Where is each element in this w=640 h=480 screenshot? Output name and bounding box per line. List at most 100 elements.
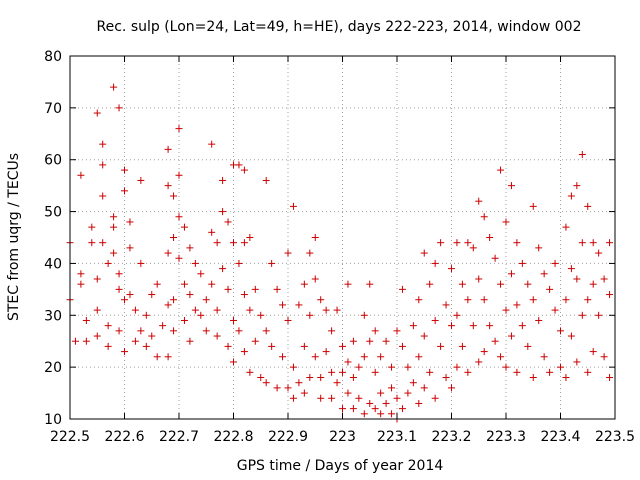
data-point bbox=[557, 363, 564, 371]
grid bbox=[70, 56, 615, 419]
data-point bbox=[371, 327, 379, 335]
data-point bbox=[349, 337, 357, 345]
data-point bbox=[469, 322, 477, 330]
data-point bbox=[230, 316, 237, 324]
data-point bbox=[219, 176, 227, 184]
data-point bbox=[159, 322, 167, 330]
data-point bbox=[497, 280, 505, 288]
data-point bbox=[426, 368, 434, 376]
data-point bbox=[398, 405, 406, 413]
data-point bbox=[339, 405, 346, 413]
data-point bbox=[480, 213, 488, 221]
data-point bbox=[360, 311, 368, 319]
data-point bbox=[371, 368, 379, 376]
data-point bbox=[251, 285, 259, 293]
data-point bbox=[306, 311, 314, 319]
data-point bbox=[104, 342, 112, 350]
data-point bbox=[562, 223, 570, 231]
data-point bbox=[502, 306, 510, 314]
data-point bbox=[507, 270, 515, 278]
data-point bbox=[464, 239, 472, 247]
data-point bbox=[420, 249, 428, 257]
data-point bbox=[284, 316, 292, 324]
data-point bbox=[110, 249, 118, 257]
x-tick-label: 223.4 bbox=[540, 429, 580, 445]
data-point bbox=[268, 342, 276, 350]
data-point bbox=[322, 348, 330, 356]
data-point bbox=[448, 322, 455, 330]
data-point bbox=[88, 223, 96, 231]
data-point bbox=[464, 368, 472, 376]
data-point bbox=[300, 389, 308, 397]
data-point bbox=[121, 166, 128, 174]
data-point bbox=[110, 213, 118, 221]
data-point bbox=[77, 171, 85, 179]
data-point bbox=[311, 353, 319, 361]
data-point bbox=[262, 327, 270, 335]
data-point bbox=[175, 254, 183, 262]
data-point bbox=[186, 291, 194, 299]
data-point bbox=[491, 337, 499, 345]
data-point bbox=[497, 353, 505, 361]
data-point bbox=[142, 342, 150, 350]
data-point bbox=[344, 280, 352, 288]
data-point bbox=[137, 176, 145, 184]
data-point bbox=[137, 327, 145, 335]
data-point bbox=[208, 140, 216, 148]
data-point bbox=[240, 239, 248, 247]
data-point bbox=[93, 109, 101, 117]
markers-layer bbox=[66, 83, 614, 423]
data-point bbox=[306, 374, 314, 382]
data-point bbox=[148, 291, 156, 299]
data-point bbox=[540, 353, 548, 361]
data-point bbox=[475, 197, 483, 205]
data-point bbox=[393, 327, 401, 335]
data-point bbox=[349, 405, 357, 413]
data-point bbox=[224, 342, 232, 350]
y-tick-label: 70 bbox=[44, 101, 62, 117]
x-tick-label: 222.6 bbox=[104, 429, 144, 445]
data-point bbox=[518, 322, 526, 330]
data-point bbox=[197, 270, 205, 278]
data-point bbox=[606, 239, 614, 247]
data-point bbox=[377, 410, 385, 418]
data-point bbox=[573, 358, 581, 366]
data-point bbox=[513, 301, 521, 309]
data-point bbox=[398, 285, 406, 293]
x-tick-label: 223.5 bbox=[595, 429, 635, 445]
data-point bbox=[251, 337, 259, 345]
data-point bbox=[77, 270, 85, 278]
data-point bbox=[355, 394, 363, 402]
data-point bbox=[170, 327, 178, 335]
data-point bbox=[366, 399, 374, 407]
data-point bbox=[567, 332, 575, 340]
data-point bbox=[224, 285, 232, 293]
data-point bbox=[480, 296, 488, 304]
data-point bbox=[600, 275, 608, 283]
data-point bbox=[328, 394, 336, 402]
data-point bbox=[300, 280, 308, 288]
data-point bbox=[311, 275, 319, 283]
data-point bbox=[600, 353, 608, 361]
data-point bbox=[202, 296, 210, 304]
data-point bbox=[186, 244, 194, 252]
data-point bbox=[431, 394, 439, 402]
data-point bbox=[71, 337, 79, 345]
data-point bbox=[469, 244, 477, 252]
data-point bbox=[377, 353, 385, 361]
data-point bbox=[208, 228, 216, 236]
x-tick-label: 222.7 bbox=[159, 429, 199, 445]
data-point bbox=[284, 249, 292, 257]
data-point bbox=[230, 358, 237, 366]
data-point bbox=[273, 384, 281, 392]
data-point bbox=[115, 104, 123, 112]
data-point bbox=[360, 410, 368, 418]
data-point bbox=[388, 384, 396, 392]
axes-ticks: 222.5 222.6 222.7 222.8 222.9 223 223.1 223.2 22… bbox=[44, 49, 635, 445]
data-point bbox=[170, 234, 178, 241]
data-point bbox=[131, 337, 139, 345]
data-point bbox=[246, 368, 254, 376]
data-point bbox=[333, 306, 341, 314]
data-point bbox=[126, 244, 134, 252]
